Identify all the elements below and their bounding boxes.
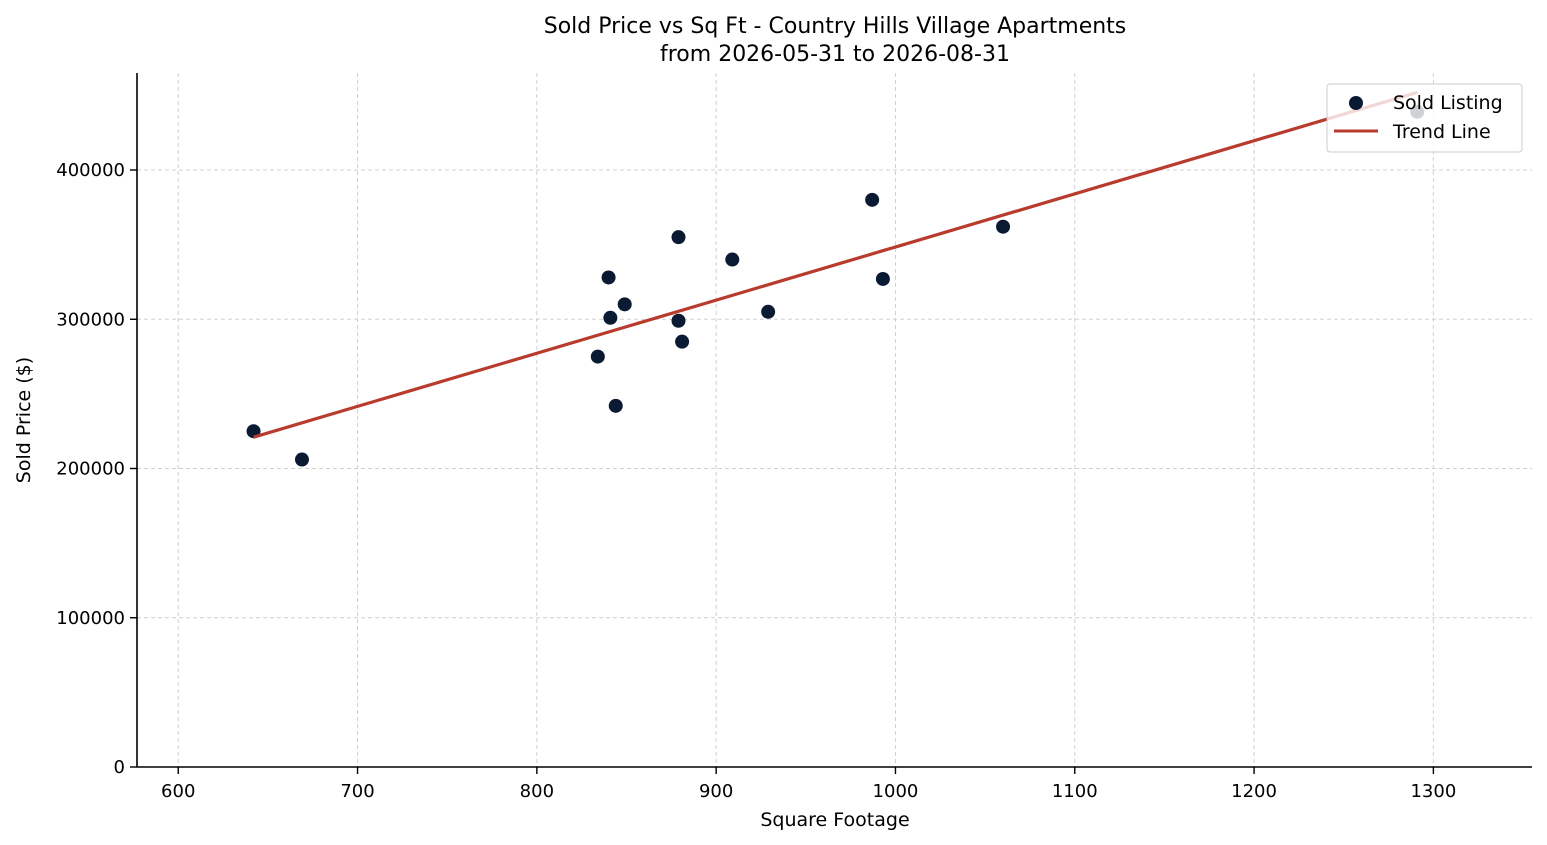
chart-subtitle: from 2026-05-31 to 2026-08-31 [660,42,1010,67]
grid-lines [137,73,1532,767]
chart-title-group: Sold Price vs Sq Ft - Country Hills Vill… [544,14,1127,67]
x-tick-label: 1300 [1410,781,1456,802]
data-point [617,297,632,312]
x-tick-label: 1100 [1052,781,1098,802]
trend-line [253,90,1418,439]
y-axis-label: Sold Price ($) [13,357,35,483]
data-point [865,192,880,207]
y-tick-label: 300000 [56,309,125,330]
data-point [601,270,616,285]
data-point [875,271,890,286]
data-point [671,313,686,328]
legend-marker-sold-listing [1349,96,1363,110]
x-tick-label: 700 [340,781,374,802]
x-axis-label: Square Footage [760,809,909,831]
legend-label-sold-listing: Sold Listing [1393,92,1503,114]
legend: Sold Listing Trend Line [1326,83,1523,153]
x-tick-label: 800 [520,781,554,802]
y-tick-label: 400000 [56,160,125,181]
x-tick-label: 900 [699,781,733,802]
legend-box [1326,83,1523,153]
data-point [996,219,1011,234]
data-point [608,398,623,413]
axes [136,73,1532,768]
data-point [671,230,686,245]
x-axis-ticks: 600 700 800 900 1000 1100 1200 1300 [161,767,1456,802]
x-tick-label: 1200 [1231,781,1277,802]
y-tick-label: 0 [114,757,125,778]
x-tick-label: 600 [161,781,195,802]
chart-title: Sold Price vs Sq Ft - Country Hills Vill… [544,14,1127,39]
data-series [246,90,1425,467]
y-tick-label: 100000 [56,608,125,629]
data-point [603,310,618,325]
data-point [725,252,740,267]
data-point [761,304,776,319]
x-tick-label: 1000 [873,781,919,802]
y-axis-ticks: 0 100000 200000 300000 400000 [56,160,137,778]
y-tick-label: 200000 [56,459,125,480]
data-point [294,452,309,467]
data-point [675,334,690,349]
data-point [590,349,605,364]
legend-label-trend-line: Trend Line [1392,121,1491,143]
